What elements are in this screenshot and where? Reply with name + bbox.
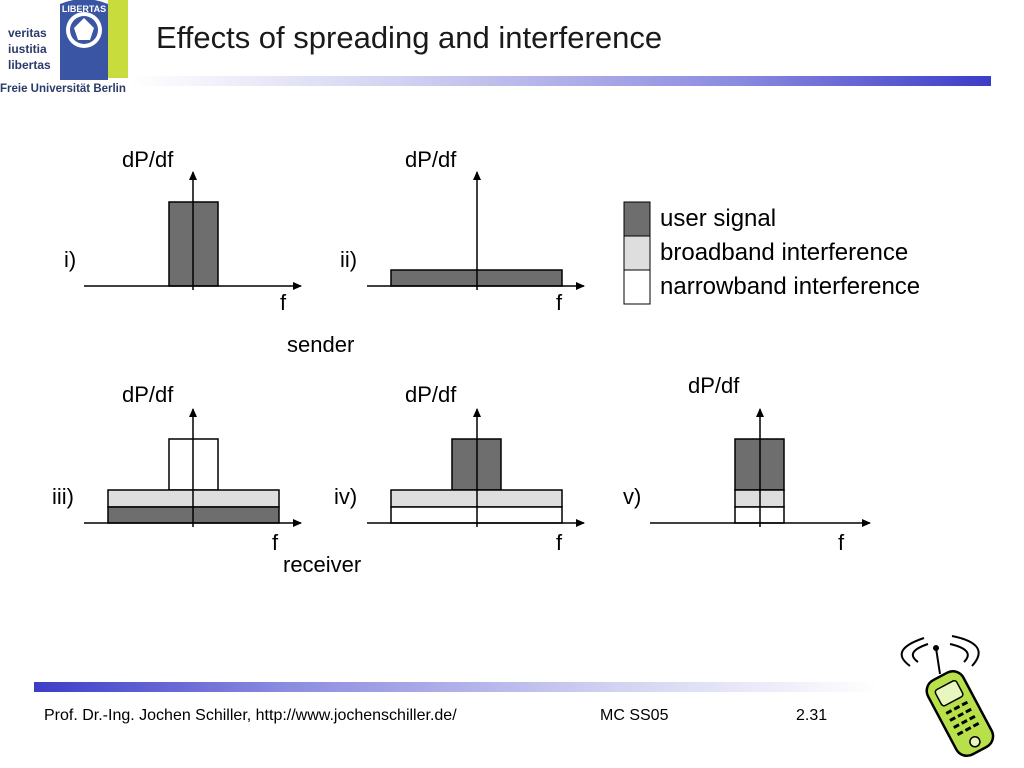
panel-label: i) <box>64 247 76 272</box>
sender-label: sender <box>287 332 354 357</box>
x-axis-label: f <box>280 290 287 315</box>
footer-page-number: 2.31 <box>796 707 828 724</box>
phone-body <box>925 670 995 758</box>
y-axis-label: dP/df <box>405 382 457 407</box>
signal-wave-right-outer <box>951 635 980 667</box>
footer-author: Prof. Dr.-Ing. Jochen Schiller, http://w… <box>44 707 457 724</box>
phone-screen <box>934 679 964 707</box>
university-logo: LIBERTAS veritas iustitia libertas Freie… <box>0 0 128 95</box>
panel-label: ii) <box>340 247 357 272</box>
logo-motto-1: veritas <box>8 26 47 40</box>
legend-label-user-signal: user signal <box>660 205 776 232</box>
y-axis-label: dP/df <box>122 147 174 172</box>
receiver-label: receiver <box>283 552 361 577</box>
antenna <box>935 647 941 675</box>
x-axis-label: f <box>556 290 563 315</box>
y-axis-label: dP/df <box>688 373 740 398</box>
panel-iii: dP/df f iii) <box>52 382 302 555</box>
footer-course: MC SS05 <box>600 707 669 724</box>
logo-motto-3: libertas <box>8 58 51 72</box>
legend-swatch-user-signal <box>623 201 651 237</box>
legend-swatch-broadband <box>623 235 651 271</box>
panel-v: dP/df f v) <box>623 373 871 555</box>
slide-title: Effects of spreading and interference <box>156 20 663 55</box>
panel-i: dP/df f i) <box>64 147 302 315</box>
signal-wave-left-inner <box>911 643 929 663</box>
legend-label-broadband: broadband interference <box>660 239 908 266</box>
title-underline-bar <box>130 76 991 86</box>
panel-ii: dP/df f ii) <box>340 147 585 315</box>
legend-label-narrowband: narrowband interference <box>660 273 920 300</box>
mobile-phone-icon <box>900 635 995 758</box>
panel-label: iv) <box>334 484 357 509</box>
y-axis-label: dP/df <box>122 382 174 407</box>
logo-motto-2: iustitia <box>8 42 47 56</box>
x-axis-label: f <box>556 530 563 555</box>
x-axis-label: f <box>838 530 845 555</box>
logo-university-name: Freie Universität Berlin <box>0 83 126 95</box>
legend: user signal broadband interference narro… <box>623 201 920 305</box>
legend-swatch-narrowband <box>623 269 651 305</box>
x-axis-label: f <box>272 530 279 555</box>
signal-wave-right-inner <box>949 643 969 663</box>
footer-bar <box>34 682 879 692</box>
panel-label: v) <box>623 484 641 509</box>
panel-iv: dP/df f iv) <box>334 382 585 555</box>
panel-label: iii) <box>52 484 74 509</box>
svg-text:LIBERTAS: LIBERTAS <box>62 4 106 14</box>
signal-wave-left-outer <box>900 637 925 667</box>
university-seal: LIBERTAS <box>60 0 108 80</box>
y-axis-label: dP/df <box>405 147 457 172</box>
